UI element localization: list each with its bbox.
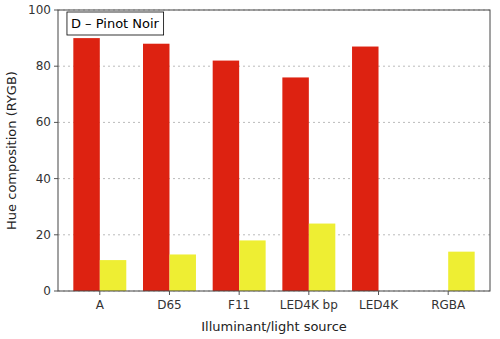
y-tick <box>54 10 58 11</box>
bar <box>143 44 169 291</box>
x-axis-label: Illuminant/light source <box>201 319 347 334</box>
y-tick-label: 0 <box>43 284 51 298</box>
bars <box>73 38 474 291</box>
x-tick <box>239 291 240 295</box>
x-tick-label: A <box>96 298 105 312</box>
y-tick <box>54 178 58 179</box>
y-tick <box>54 66 58 67</box>
y-tick-label: 40 <box>36 172 51 186</box>
chart: 0 20 40 60 80 100 A D65 F11 LED4K bp LED4K RGBA Illu… <box>0 0 500 339</box>
x-tick-label: LED4K bp <box>280 298 338 312</box>
bar <box>73 38 99 291</box>
y-axis-label: Hue composition (RYGB) <box>4 71 19 230</box>
x-tick-label: F11 <box>228 298 250 312</box>
bar <box>239 240 265 291</box>
x-tick <box>448 291 449 295</box>
y-tick-label: 100 <box>28 3 51 17</box>
y-tick-label: 80 <box>36 59 51 73</box>
x-tick <box>169 291 170 295</box>
plot-frame <box>58 10 490 291</box>
y-tick <box>54 234 58 235</box>
bar <box>169 254 195 291</box>
grid-line <box>58 178 490 179</box>
title: D – Pinot Noir <box>71 16 160 31</box>
y-tick <box>54 122 58 123</box>
bar <box>213 61 239 291</box>
grid-line <box>58 66 490 67</box>
bar <box>282 77 308 291</box>
grid-line <box>58 122 490 123</box>
x-tick-label: RGBA <box>431 298 466 312</box>
bar <box>352 47 378 291</box>
y-tick-label: 60 <box>36 115 51 129</box>
bar <box>309 224 335 291</box>
grid-line <box>58 234 490 235</box>
x-tick <box>308 291 309 295</box>
x-tick-label: D65 <box>157 298 182 312</box>
x-tick <box>378 291 379 295</box>
bar <box>100 260 126 291</box>
y-tick <box>54 291 58 292</box>
x-tick-label: LED4K <box>359 298 399 312</box>
y-tick-label: 20 <box>36 228 51 242</box>
plot-area <box>58 10 490 291</box>
title-group: D – Pinot Noir <box>67 12 164 35</box>
title-box <box>67 12 164 35</box>
bar <box>448 252 474 291</box>
x-tick <box>99 291 100 295</box>
